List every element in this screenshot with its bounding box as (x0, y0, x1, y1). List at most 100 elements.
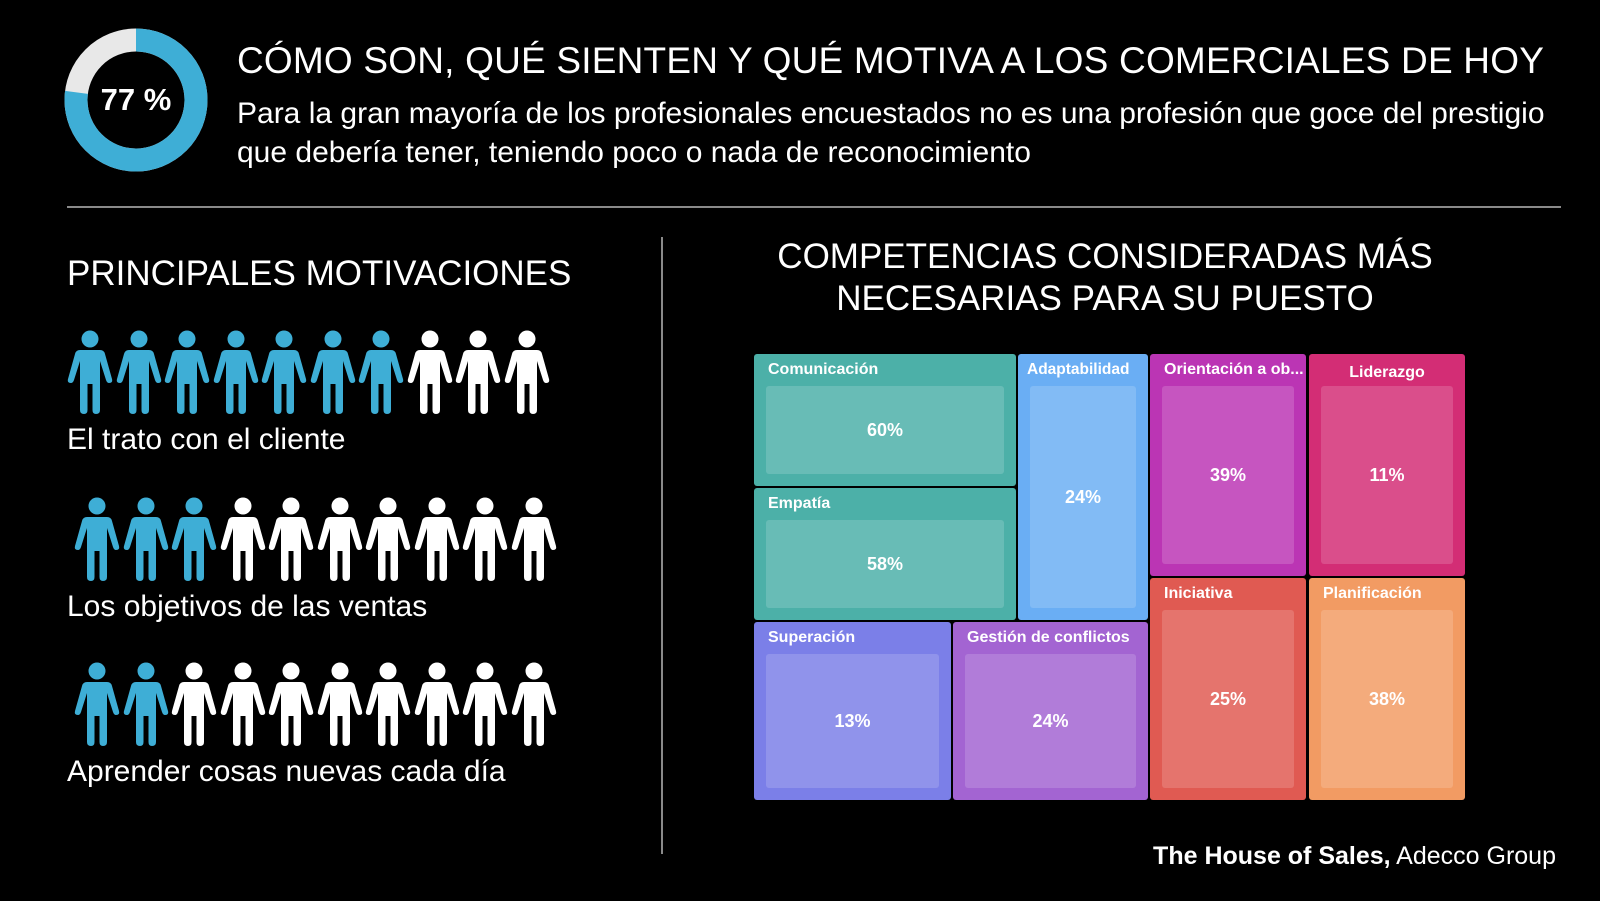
person-icon-empty (220, 662, 265, 746)
person-head (476, 497, 494, 515)
motivations-title: PRINCIPALES MOTIVACIONES (67, 254, 572, 293)
people-row-trato (67, 330, 557, 416)
person-head (469, 330, 487, 348)
treemap-tile-superacion: Superación 13% (754, 622, 951, 800)
person-head (81, 330, 99, 348)
person-icon-empty (317, 662, 362, 746)
people-row-aprender (74, 662, 564, 748)
person-icon-empty (171, 662, 217, 746)
person-head (130, 330, 147, 348)
treemap-value-label: 11% (1321, 386, 1453, 564)
source-credit: The House of Sales, Adecco Group (1153, 842, 1556, 871)
person-body (365, 682, 411, 746)
person-icon-empty (414, 662, 459, 746)
treemap-tile-liderazgo: Liderazgo 11% (1309, 354, 1465, 576)
treemap-value-label: 39% (1162, 386, 1294, 564)
donut-percent-label: 77 % (100, 82, 172, 117)
person-head (234, 662, 251, 680)
person-head (227, 330, 244, 348)
person-icon-empty (511, 497, 556, 581)
person-body (365, 517, 411, 581)
person-icon-empty (268, 497, 314, 581)
person-icon-empty (511, 662, 556, 746)
person-head (428, 497, 445, 515)
competencies-title-line1: COMPETENCIAS CONSIDERADAS MÁS (777, 237, 1433, 276)
person-body (74, 682, 120, 746)
person-head (282, 497, 300, 515)
person-body (511, 682, 556, 746)
treemap-tile-label: Orientación a ob... (1164, 361, 1304, 378)
person-head (518, 330, 535, 348)
person-icon-empty (462, 497, 508, 581)
person-head (372, 330, 390, 348)
treemap-value-label: 60% (766, 386, 1004, 474)
treemap-value-label: 24% (1030, 386, 1136, 608)
person-body (407, 350, 452, 414)
person-body (462, 682, 508, 746)
person-icon-filled (74, 662, 120, 746)
competencies-treemap: Comunicación 60% Empatía 58% Adaptabilidad 24… (754, 354, 1465, 800)
person-body (462, 517, 508, 581)
person-icon-filled (213, 330, 258, 414)
person-body (123, 682, 168, 746)
person-head (421, 330, 438, 348)
person-head (137, 497, 154, 515)
treemap-value-label: 24% (965, 654, 1136, 788)
person-body (123, 517, 168, 581)
person-body (310, 350, 355, 414)
person-body (414, 682, 459, 746)
person-body (358, 350, 404, 414)
vertical-divider (661, 237, 663, 854)
person-body (268, 517, 314, 581)
person-icon-filled (171, 497, 217, 581)
person-icon-empty (365, 497, 411, 581)
treemap-tile-orientacion-a-ob: Orientación a ob... 39% (1150, 354, 1306, 576)
person-head (525, 662, 542, 680)
person-head (525, 497, 542, 515)
person-icon-filled (164, 330, 210, 414)
person-head (428, 662, 445, 680)
person-icon-filled (123, 497, 168, 581)
person-head (282, 662, 300, 680)
treemap-tile-label: Iniciativa (1164, 585, 1233, 602)
competencies-title-line2: NECESARIAS PARA SU PUESTO (836, 279, 1374, 318)
motivation-label: Los objetivos de las ventas (67, 590, 428, 623)
person-head (331, 662, 348, 680)
person-head (137, 662, 154, 680)
person-body (67, 350, 113, 414)
treemap-tile-iniciativa: Iniciativa 25% (1150, 578, 1306, 800)
treemap-value-label: 25% (1162, 610, 1294, 788)
treemap-tile-label: Comunicación (768, 361, 879, 378)
person-icon-empty (462, 662, 508, 746)
person-icon-empty (414, 497, 459, 581)
person-head (275, 330, 293, 348)
page-subtitle: Para la gran mayoría de los profesionale… (237, 97, 1545, 169)
person-icon-empty (455, 330, 501, 414)
person-icon-empty (220, 497, 265, 581)
person-body (220, 682, 265, 746)
source-rest: Adecco Group (1390, 842, 1556, 870)
person-body (220, 517, 265, 581)
treemap-tile-label: Liderazgo (1349, 364, 1425, 381)
treemap-tile-gestion-de-conflictos: Gestión de conflictos 24% (953, 622, 1148, 800)
page-title: CÓMO SON, QUÉ SIENTEN Y QUÉ MOTIVA A LOS… (237, 40, 1545, 81)
people-row-objetivos (74, 497, 564, 583)
person-icon-empty (407, 330, 452, 414)
treemap-tile-label: Gestión de conflictos (967, 629, 1130, 646)
person-icon-empty (268, 662, 314, 746)
person-body (317, 682, 362, 746)
person-icon-filled (123, 662, 168, 746)
person-icon-empty (365, 662, 411, 746)
person-head (379, 662, 397, 680)
person-body (268, 682, 314, 746)
person-icon-filled (310, 330, 355, 414)
person-icon-filled (261, 330, 307, 414)
person-body (213, 350, 258, 414)
horizontal-divider (67, 206, 1561, 208)
treemap-tile-label: Planificación (1323, 585, 1422, 602)
treemap-value-label: 13% (766, 654, 939, 788)
person-head (185, 662, 203, 680)
treemap-tile-adaptabilidad: Adaptabilidad 24% (1018, 354, 1148, 620)
person-body (504, 350, 549, 414)
person-head (476, 662, 494, 680)
